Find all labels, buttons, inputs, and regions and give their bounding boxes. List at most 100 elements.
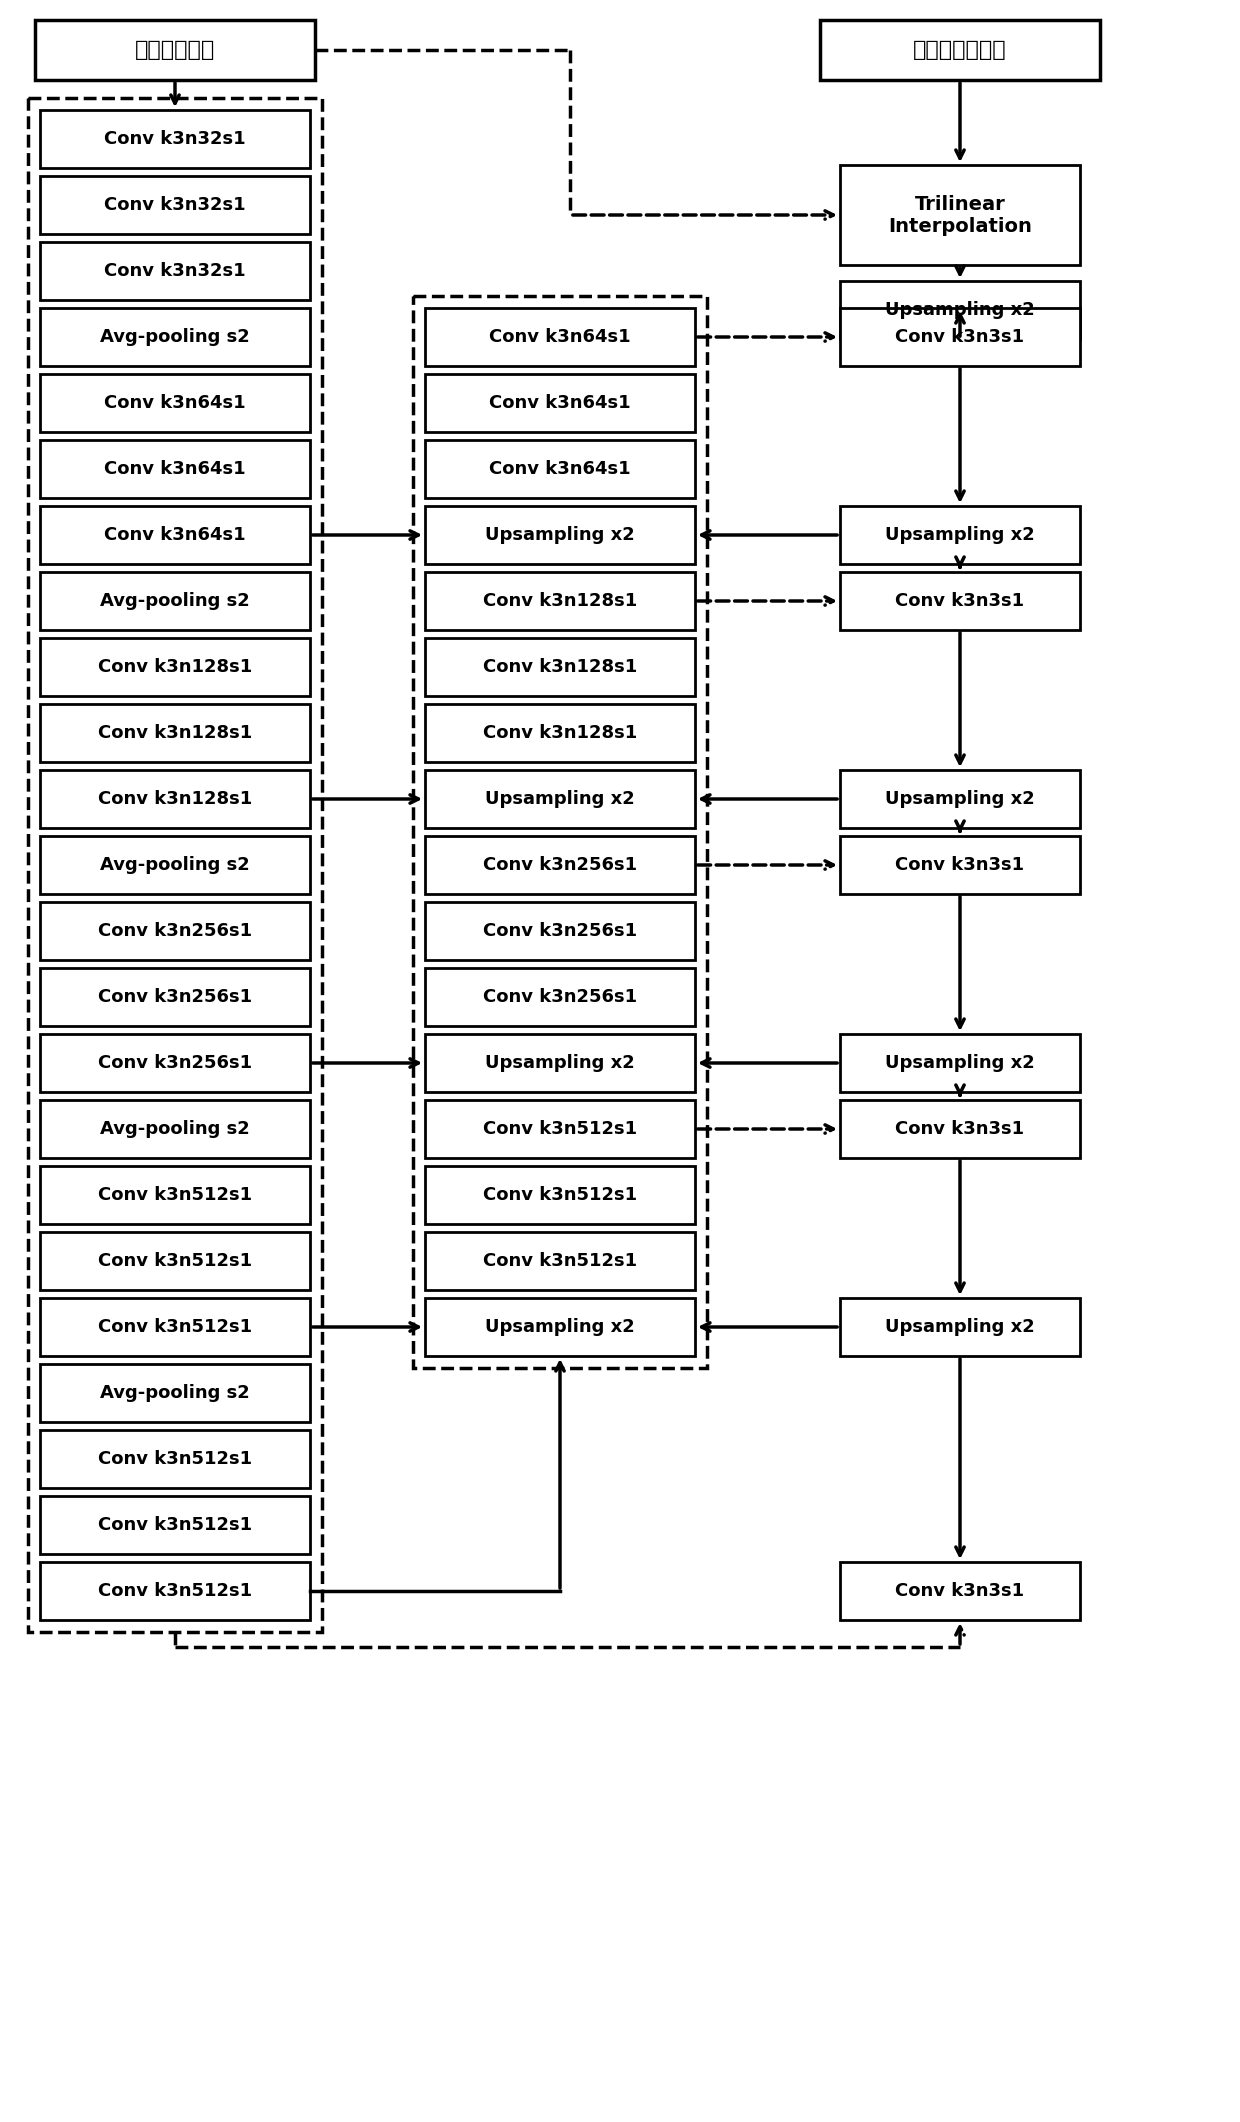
Text: Conv k3n64s1: Conv k3n64s1 xyxy=(490,395,631,412)
Bar xyxy=(425,902,694,959)
Bar xyxy=(40,1233,310,1290)
Text: Conv k3n256s1: Conv k3n256s1 xyxy=(98,1055,252,1072)
Text: Conv k3n32s1: Conv k3n32s1 xyxy=(104,195,246,214)
Bar xyxy=(839,1099,1080,1159)
Bar xyxy=(40,242,310,299)
Bar xyxy=(839,280,1080,340)
Text: Conv k3n256s1: Conv k3n256s1 xyxy=(98,921,252,940)
Text: Conv k3n512s1: Conv k3n512s1 xyxy=(98,1583,252,1600)
Bar xyxy=(40,968,310,1027)
Text: Conv k3n512s1: Conv k3n512s1 xyxy=(482,1252,637,1269)
Text: Conv k3n512s1: Conv k3n512s1 xyxy=(482,1120,637,1137)
Text: Upsampling x2: Upsampling x2 xyxy=(485,1318,635,1337)
Text: Conv k3n512s1: Conv k3n512s1 xyxy=(482,1186,637,1203)
Bar xyxy=(40,770,310,828)
Bar xyxy=(40,1099,310,1159)
Bar xyxy=(40,1364,310,1422)
Bar xyxy=(425,1033,694,1093)
Bar xyxy=(413,295,707,1369)
Text: Conv k3n128s1: Conv k3n128s1 xyxy=(98,724,252,743)
Text: Conv k3n32s1: Conv k3n32s1 xyxy=(104,129,246,149)
Bar xyxy=(40,308,310,365)
Text: Conv k3n256s1: Conv k3n256s1 xyxy=(98,989,252,1006)
Text: Trilinear
Interpolation: Trilinear Interpolation xyxy=(888,195,1032,236)
Text: Avg-pooling s2: Avg-pooling s2 xyxy=(100,592,250,609)
Text: Conv k3n512s1: Conv k3n512s1 xyxy=(98,1252,252,1269)
Text: Upsampling x2: Upsampling x2 xyxy=(885,526,1035,543)
Bar xyxy=(839,166,1080,265)
Text: Upsampling x2: Upsampling x2 xyxy=(885,789,1035,808)
Text: Conv k3n3s1: Conv k3n3s1 xyxy=(895,1120,1024,1137)
Bar xyxy=(29,98,322,1632)
Bar xyxy=(425,439,694,499)
Bar xyxy=(839,1033,1080,1093)
Bar xyxy=(425,573,694,630)
Text: Upsampling x2: Upsampling x2 xyxy=(485,789,635,808)
Bar xyxy=(40,110,310,168)
Text: Conv k3n3s1: Conv k3n3s1 xyxy=(895,329,1024,346)
Bar xyxy=(40,1496,310,1553)
Bar xyxy=(425,308,694,365)
Bar xyxy=(40,439,310,499)
Bar xyxy=(839,573,1080,630)
Bar xyxy=(839,770,1080,828)
Text: Upsampling x2: Upsampling x2 xyxy=(485,526,635,543)
Text: Conv k3n3s1: Conv k3n3s1 xyxy=(895,855,1024,874)
Text: Conv k3n256s1: Conv k3n256s1 xyxy=(482,921,637,940)
Bar xyxy=(40,639,310,696)
Bar xyxy=(425,505,694,564)
Bar xyxy=(40,1299,310,1356)
Text: Conv k3n512s1: Conv k3n512s1 xyxy=(98,1449,252,1468)
Text: Upsampling x2: Upsampling x2 xyxy=(885,301,1035,318)
Text: Conv k3n512s1: Conv k3n512s1 xyxy=(98,1318,252,1337)
Bar xyxy=(425,968,694,1027)
Text: Conv k3n64s1: Conv k3n64s1 xyxy=(104,526,246,543)
Text: Conv k3n128s1: Conv k3n128s1 xyxy=(482,724,637,743)
Text: Conv k3n64s1: Conv k3n64s1 xyxy=(490,460,631,477)
Text: Upsampling x2: Upsampling x2 xyxy=(885,1318,1035,1337)
Bar xyxy=(40,1033,310,1093)
Bar xyxy=(839,1562,1080,1619)
Bar xyxy=(40,176,310,233)
Text: Conv k3n64s1: Conv k3n64s1 xyxy=(104,460,246,477)
Text: Avg-pooling s2: Avg-pooling s2 xyxy=(100,329,250,346)
Bar xyxy=(839,836,1080,893)
Text: Upsampling x2: Upsampling x2 xyxy=(485,1055,635,1072)
Bar xyxy=(40,902,310,959)
Text: Conv k3n512s1: Conv k3n512s1 xyxy=(98,1515,252,1534)
Bar xyxy=(40,1165,310,1224)
Text: 合成中间帧图像: 合成中间帧图像 xyxy=(913,40,1007,59)
Bar xyxy=(425,1233,694,1290)
Text: Conv k3n64s1: Conv k3n64s1 xyxy=(104,395,246,412)
Bar xyxy=(40,705,310,762)
Text: Conv k3n128s1: Conv k3n128s1 xyxy=(482,592,637,609)
Bar xyxy=(35,19,315,81)
Bar xyxy=(425,639,694,696)
Text: Avg-pooling s2: Avg-pooling s2 xyxy=(100,1120,250,1137)
Text: Conv k3n128s1: Conv k3n128s1 xyxy=(98,658,252,677)
Bar xyxy=(40,573,310,630)
Bar xyxy=(40,373,310,433)
Text: Conv k3n64s1: Conv k3n64s1 xyxy=(490,329,631,346)
Bar xyxy=(425,1099,694,1159)
Text: Conv k3n512s1: Conv k3n512s1 xyxy=(98,1186,252,1203)
Text: Conv k3n32s1: Conv k3n32s1 xyxy=(104,261,246,280)
Bar xyxy=(425,373,694,433)
Bar xyxy=(425,1299,694,1356)
Text: Conv k3n128s1: Conv k3n128s1 xyxy=(482,658,637,677)
Bar xyxy=(839,1299,1080,1356)
Bar xyxy=(40,1562,310,1619)
Text: 前后两帧图像: 前后两帧图像 xyxy=(135,40,215,59)
Bar xyxy=(40,836,310,893)
Bar xyxy=(425,705,694,762)
Text: Conv k3n256s1: Conv k3n256s1 xyxy=(482,855,637,874)
Bar xyxy=(425,1165,694,1224)
Text: Conv k3n3s1: Conv k3n3s1 xyxy=(895,592,1024,609)
Bar xyxy=(839,308,1080,365)
Bar xyxy=(839,505,1080,564)
Text: Upsampling x2: Upsampling x2 xyxy=(885,1055,1035,1072)
Bar xyxy=(40,1430,310,1488)
Text: Conv k3n128s1: Conv k3n128s1 xyxy=(98,789,252,808)
Bar xyxy=(425,836,694,893)
Text: Conv k3n3s1: Conv k3n3s1 xyxy=(895,1583,1024,1600)
